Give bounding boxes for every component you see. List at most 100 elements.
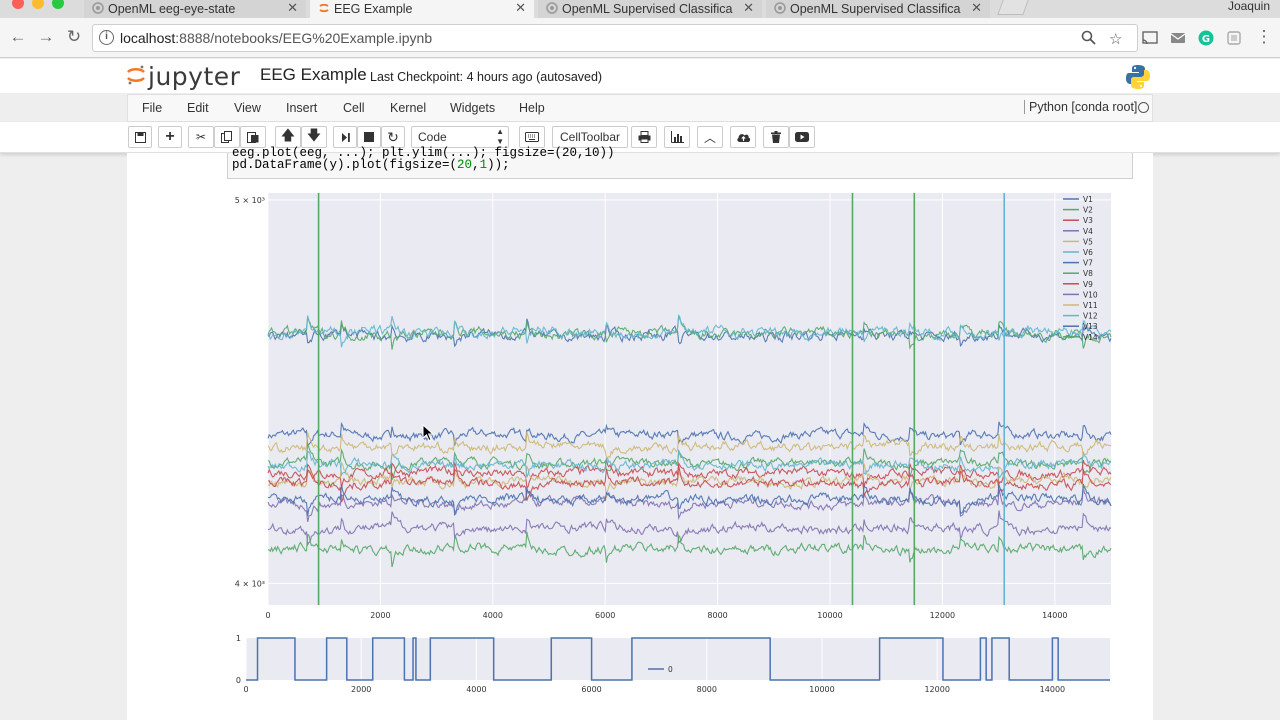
profile-name[interactable]: Joaquin (1227, 0, 1270, 13)
scissors-icon: ✂ (195, 130, 207, 144)
copy-button[interactable] (214, 126, 240, 148)
series-line-V13 (267, 483, 1112, 517)
command-palette-button[interactable] (519, 126, 545, 148)
notebook-menubar: File Edit View Insert Cell Kernel Widget… (127, 94, 1153, 122)
x-tick-label: 2000 (370, 611, 390, 620)
close-tab-icon[interactable]: ✕ (743, 0, 754, 15)
insert-cell-button[interactable]: + (158, 126, 182, 148)
legend-label: V14 (1083, 333, 1098, 342)
back-arrow-icon[interactable]: ← (9, 27, 27, 46)
y-tick-label: 1 (236, 634, 241, 643)
reload-icon[interactable]: ↻ (66, 27, 82, 46)
forward-arrow-icon[interactable]: → (37, 27, 55, 46)
mouse-cursor-icon (422, 424, 434, 442)
kernel-idle-indicator-icon (1138, 102, 1149, 113)
menu-widgets[interactable]: Widgets (450, 101, 496, 115)
arrow-down-icon: 🡇 (306, 127, 322, 143)
close-tab-icon[interactable]: ✕ (971, 0, 982, 15)
openml-favicon-icon (92, 2, 104, 14)
youtube-icon (795, 132, 809, 142)
svg-text:G: G (1202, 34, 1210, 45)
collapse-button[interactable]: ︿ (697, 126, 723, 148)
code-cell-input[interactable]: eeg.plot(eeg, ...); plt.ylim(...); figsi… (227, 146, 1133, 179)
series-line-V12 (267, 313, 1112, 348)
chevron-up-icon: ︿ (703, 130, 716, 145)
kernel-name[interactable]: Python [conda root] (1024, 100, 1137, 114)
x-tick-label: 0 (243, 685, 248, 694)
address-bar[interactable]: i localhost:8888/notebooks/EEG%20Example… (92, 24, 1138, 52)
close-tab-icon[interactable]: ✕ (287, 0, 298, 15)
series-line-V11 (267, 431, 1112, 459)
site-info-icon[interactable]: i (99, 30, 114, 45)
select-arrows-icon: ▲ ▼ (496, 127, 504, 146)
series-line-V10 (267, 510, 1112, 547)
cut-button[interactable]: ✂ (188, 126, 214, 148)
print-button[interactable] (631, 126, 657, 148)
menu-insert[interactable]: Insert (286, 101, 318, 115)
close-tab-icon[interactable]: ✕ (515, 0, 526, 15)
mail-extension-icon[interactable] (1170, 30, 1186, 46)
tab-title: OpenML Supervised Classifica (790, 2, 961, 16)
menu-kernel[interactable]: Kernel (390, 101, 427, 115)
menu-file[interactable]: File (142, 101, 163, 115)
cell-type-select[interactable]: Code ▲ ▼ (411, 126, 509, 148)
paste-icon (247, 132, 259, 143)
x-tick-label: 6000 (581, 685, 601, 694)
browser-tab[interactable]: OpenML eeg-eye-state ✕ (84, 0, 306, 18)
code-line: pd.DataFrame(y).plot(figsize=(20,1)); (232, 158, 510, 172)
grammarly-icon[interactable]: G (1198, 30, 1214, 46)
interrupt-kernel-button[interactable] (357, 126, 381, 148)
menu-help[interactable]: Help (519, 101, 545, 115)
legend-label: 0 (668, 665, 673, 674)
x-tick-label: 14000 (1040, 685, 1065, 694)
move-down-button[interactable]: 🡇 (301, 126, 327, 148)
bookmark-star-icon[interactable]: ☆ (1109, 31, 1123, 48)
series-line-V7 (267, 318, 1112, 348)
paste-button[interactable] (240, 126, 266, 148)
legend-label: V9 (1083, 280, 1093, 289)
url-text[interactable]: localhost:8888/notebooks/EEG%20Example.i… (120, 30, 433, 46)
jupyter-header: jupyter EEG Example Last Checkpoint: 4 h… (0, 59, 1280, 93)
jupyter-favicon-icon (319, 3, 329, 13)
legend-label: V8 (1083, 269, 1093, 278)
cast-icon[interactable] (1142, 30, 1158, 46)
new-tab-button[interactable] (997, 0, 1029, 15)
browser-menu-icon[interactable]: ⋮ (1255, 27, 1273, 46)
eye-state-chart: 0 2000 4000 6000 8000 10000 12000 14000 0 1 0 (236, 634, 1110, 694)
delete-button[interactable] (763, 126, 789, 148)
chart-button[interactable] (664, 126, 690, 148)
video-button[interactable] (789, 126, 815, 148)
browser-tab[interactable]: OpenML Supervised Classifica ✕ (538, 0, 762, 18)
minimize-window-icon[interactable] (32, 0, 44, 9)
extension-icon[interactable] (1226, 30, 1242, 46)
zoom-icon[interactable] (1081, 30, 1096, 49)
celltoolbar-button[interactable]: CellToolbar (552, 126, 628, 148)
browser-tab[interactable]: OpenML Supervised Classifica ✕ (766, 0, 990, 18)
browser-tab-active[interactable]: EEG Example ✕ (310, 0, 534, 18)
series-line-V5 (267, 461, 1112, 499)
menu-cell[interactable]: Cell (343, 101, 365, 115)
plot-area (246, 638, 1110, 680)
x-tick-label: 8000 (707, 611, 727, 620)
series-line-V2 (267, 443, 1112, 481)
save-button[interactable] (128, 126, 152, 148)
maximize-window-icon[interactable] (52, 0, 64, 9)
jupyter-logo-icon[interactable] (126, 64, 146, 86)
move-up-button[interactable]: 🡅 (275, 126, 301, 148)
legend-label: V5 (1083, 237, 1093, 246)
series-line-V1 (267, 421, 1112, 447)
notebook-title[interactable]: EEG Example (260, 65, 367, 84)
restart-kernel-button[interactable]: ↻ (381, 126, 405, 148)
openml-favicon-icon (774, 2, 786, 14)
run-cell-button[interactable] (333, 126, 357, 148)
upload-button[interactable] (730, 126, 756, 148)
notebook-toolbar: + ✂ 🡅 🡇 ↻ Code ▲ ▼ CellToolbar ︿ (0, 122, 1280, 153)
jupyter-wordmark[interactable]: jupyter (148, 62, 241, 91)
menu-edit[interactable]: Edit (187, 101, 209, 115)
menu-view[interactable]: View (234, 101, 261, 115)
series-line-V9 (267, 465, 1112, 503)
legend-label: V13 (1083, 322, 1098, 331)
close-window-icon[interactable] (12, 0, 24, 9)
save-icon (134, 131, 146, 143)
x-tick-label: 10000 (817, 611, 842, 620)
